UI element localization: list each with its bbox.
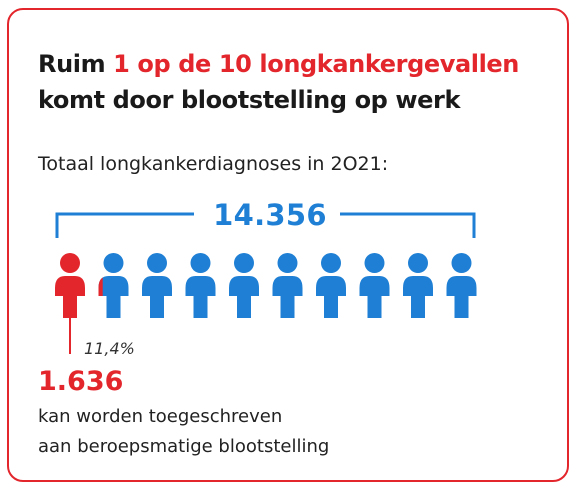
person-icon: [142, 253, 172, 318]
bracket-line: [55, 212, 476, 238]
attributed-caption: kan worden toegeschreven aan beroepsmati…: [38, 402, 329, 462]
person-icon: [98, 253, 129, 318]
person-icon: [446, 253, 477, 318]
subtitle: Totaal longkankerdiagnoses in 2O21:: [38, 153, 389, 175]
headline-prefix: Ruim: [38, 50, 114, 78]
person-icon: [359, 253, 390, 318]
person-icon: [403, 253, 433, 318]
percentage-label: 11,4%: [84, 339, 135, 358]
person-icon-partial-red: [98, 277, 103, 296]
person-icon-red: [55, 253, 85, 318]
person-icon: [272, 253, 303, 318]
attributed-count: 1.636: [38, 366, 124, 397]
infographic-card: [7, 8, 569, 482]
headline-line2: komt door blootstelling op werk: [38, 86, 461, 114]
caption-line1: kan worden toegeschreven: [38, 406, 283, 427]
person-icon: [185, 253, 216, 318]
caption-line2: aan beroepsmatige blootstelling: [38, 436, 330, 457]
person-icon: [229, 253, 259, 318]
total-count: 14.356: [213, 198, 327, 232]
headline-highlight: 1 op de 10 longkankergevallen: [113, 50, 519, 78]
person-icon: [316, 253, 346, 318]
headline: Ruim 1 op de 10 longkankergevallen komt d…: [38, 46, 519, 118]
